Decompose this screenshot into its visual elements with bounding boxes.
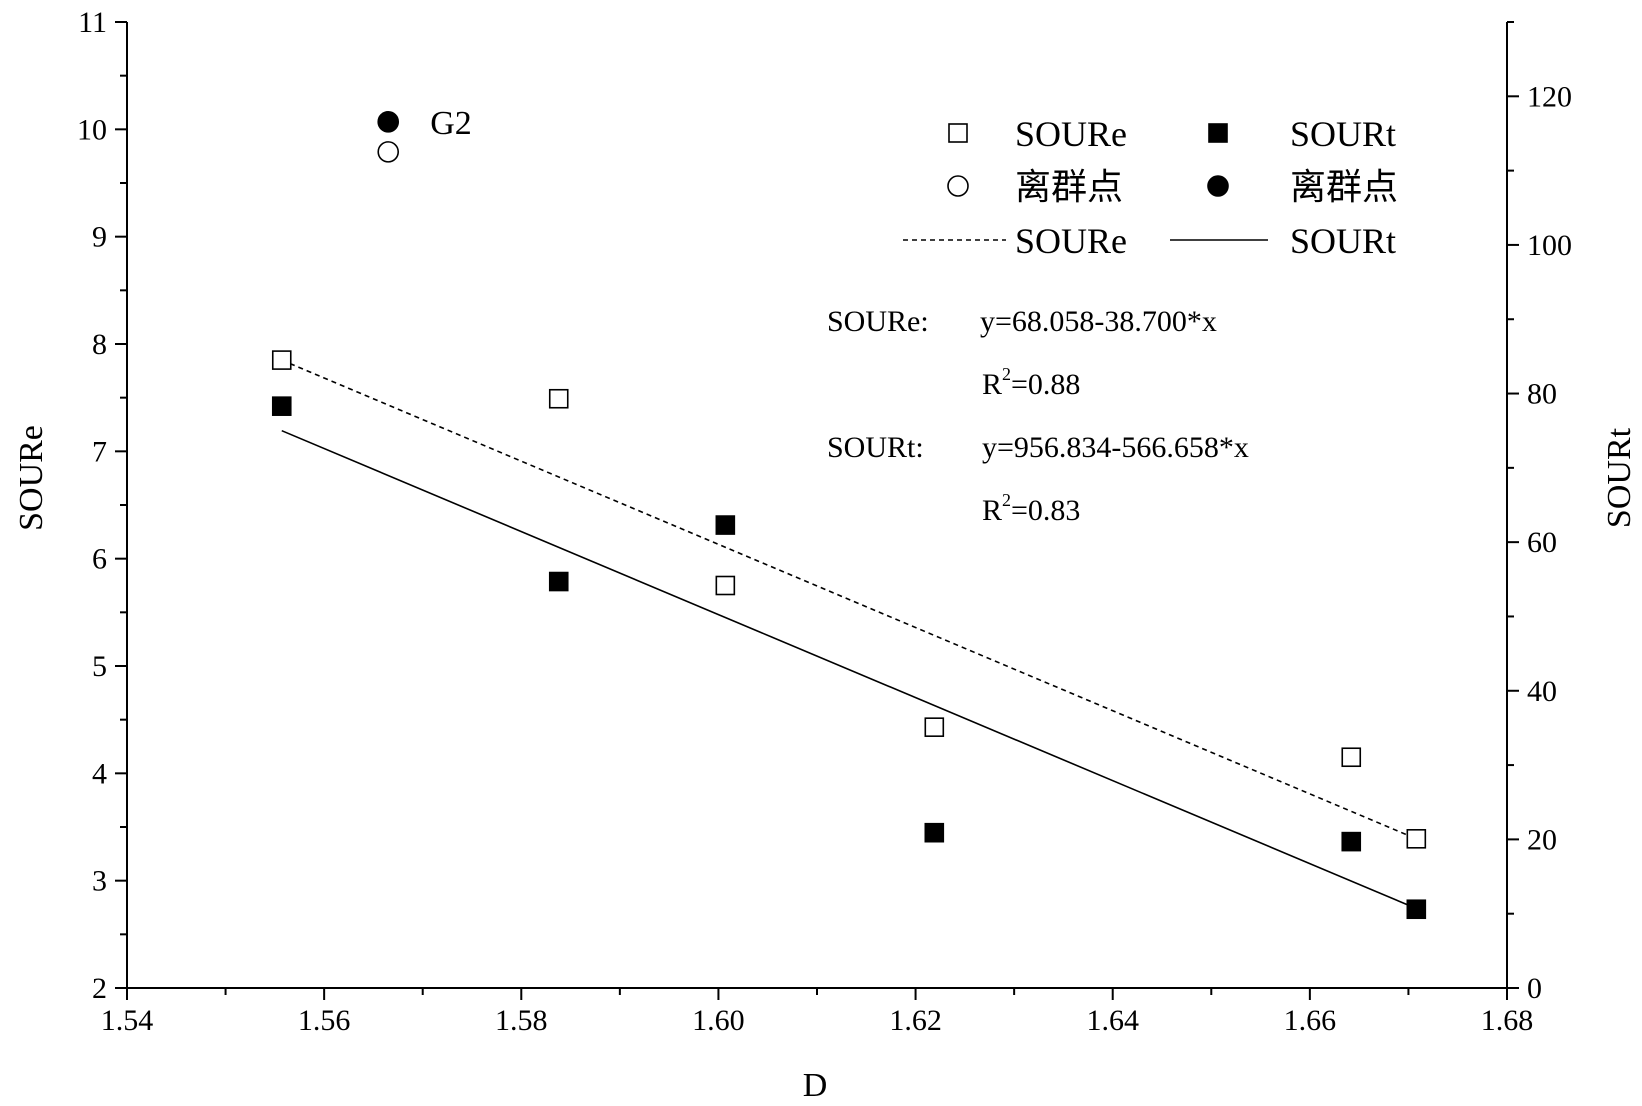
- y-right-tick-label: 80: [1527, 378, 1557, 411]
- y-axis-right-title: SOURt: [1601, 427, 1638, 528]
- y-axis-right: 0 20 40 60 80 100 120: [1507, 21, 1572, 1005]
- y-left-tick-label: 11: [78, 6, 107, 39]
- outlier-open-marker: [377, 141, 400, 163]
- regression-equations: SOURe: y=68.058-38.700*x R2=0.88 SOURt: …: [827, 305, 1249, 527]
- x-tick-label: 1.66: [1284, 1004, 1337, 1037]
- x-axis-title: D: [803, 1067, 828, 1104]
- legend-label: SOURe: [1015, 221, 1127, 261]
- y-left-tick-label: 6: [92, 543, 107, 576]
- x-tick-label: 1.60: [692, 1004, 745, 1037]
- legend-label: 离群点: [1015, 167, 1123, 207]
- point-sourt: [271, 396, 292, 416]
- point-soure: [271, 350, 292, 370]
- point-soure: [548, 388, 569, 409]
- point-sourt: [1341, 831, 1362, 852]
- legend-marker: [948, 123, 968, 143]
- sourt-eq: y=956.834-566.658*x: [982, 431, 1249, 464]
- legend-marker: [947, 175, 969, 197]
- fit-line-sourt: [281, 429, 1417, 910]
- y-left-tick-label: 4: [92, 757, 107, 790]
- fit-line-soure: [281, 359, 1417, 840]
- outlier-annotation: G2: [377, 105, 472, 163]
- x-tick-label: 1.56: [298, 1004, 351, 1037]
- soure-eq-label: SOURe:: [827, 305, 929, 338]
- legend-label: SOURt: [1290, 221, 1396, 261]
- y-right-tick-label: 40: [1527, 675, 1557, 708]
- outlier-label: G2: [430, 105, 472, 142]
- y-left-tick-label: 5: [92, 650, 107, 683]
- x-tick-label: 1.62: [889, 1004, 942, 1037]
- point-soure: [715, 575, 736, 596]
- fit-lines: [281, 359, 1417, 910]
- x-tick-label: 1.54: [101, 1004, 154, 1037]
- point-soure: [1406, 829, 1427, 849]
- sourt-eq-label: SOURt:: [827, 431, 924, 464]
- data-points: [271, 350, 1427, 920]
- legend-label: 离群点: [1290, 167, 1398, 207]
- soure-r2: R2=0.88: [982, 364, 1080, 401]
- y-axis-left: 2 3 4 5 6 7 8 9 10 11: [77, 6, 127, 1005]
- point-sourt: [548, 571, 569, 592]
- outlier-filled-marker: [377, 111, 400, 133]
- soure-eq: y=68.058-38.700*x: [980, 305, 1217, 338]
- y-right-tick-label: 20: [1527, 823, 1557, 856]
- legend: SOURe SOURt 离群点 离群点 SOURe SOURt: [903, 114, 1398, 261]
- y-right-tick-label: 120: [1527, 80, 1572, 113]
- x-tick-label: 1.68: [1481, 1004, 1534, 1037]
- legend-marker: [1208, 123, 1228, 143]
- x-axis: 1.54 1.56 1.58 1.60 1.62 1.64 1.66 1.68: [101, 988, 1534, 1037]
- legend-label: SOURt: [1290, 114, 1396, 154]
- x-tick-label: 1.58: [495, 1004, 548, 1037]
- y-right-tick-label: 0: [1527, 972, 1542, 1005]
- y-right-tick-label: 100: [1527, 229, 1572, 262]
- point-soure: [924, 717, 945, 737]
- point-sourt: [1406, 899, 1427, 920]
- point-sourt: [924, 822, 945, 843]
- x-tick-label: 1.64: [1086, 1004, 1139, 1037]
- legend-marker: [1207, 175, 1229, 197]
- y-left-tick-label: 9: [92, 221, 107, 254]
- y-left-tick-label: 8: [92, 328, 107, 361]
- point-sourt: [715, 515, 736, 535]
- y-axis-left-title: SOURe: [13, 425, 50, 531]
- y-right-tick-label: 60: [1527, 526, 1557, 559]
- point-soure: [1341, 747, 1362, 768]
- y-left-tick-label: 2: [92, 972, 107, 1005]
- y-left-tick-label: 7: [92, 435, 107, 468]
- y-left-tick-label: 10: [77, 113, 107, 146]
- y-left-tick-label: 3: [92, 865, 107, 898]
- sourt-r2: R2=0.83: [982, 490, 1080, 527]
- legend-label: SOURe: [1015, 114, 1127, 154]
